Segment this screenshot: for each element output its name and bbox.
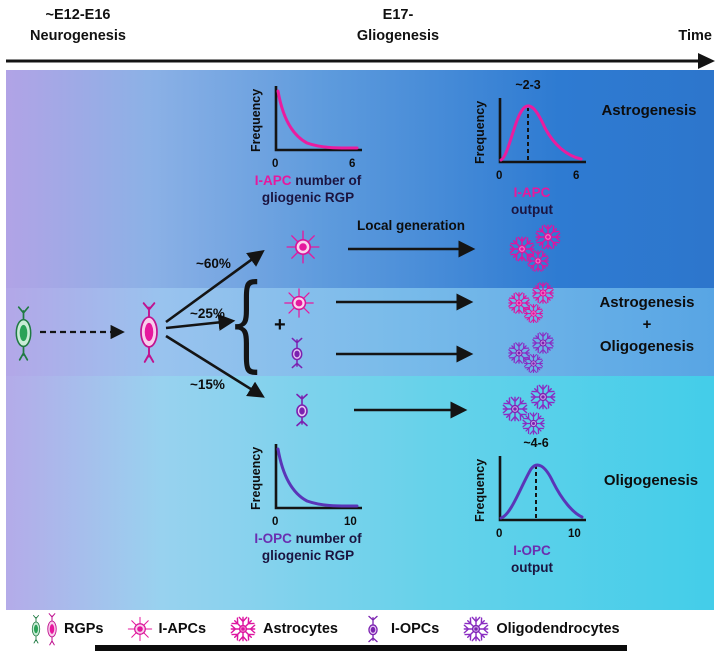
percent-bottom-label: ~15% xyxy=(190,377,225,392)
chart-xticks: 0 6 xyxy=(249,158,367,172)
legend-label: I-OPCs xyxy=(391,621,440,637)
stage-center-age: E17- xyxy=(382,7,414,23)
astrocyte-icon xyxy=(522,302,545,325)
chart-iopc-number: Frequency 0 10 I-OPC number of gliogenic… xyxy=(228,440,388,564)
iopc-icon xyxy=(286,392,318,428)
stage-center-name: Gliogenesis xyxy=(356,28,440,44)
xtick-min: 0 xyxy=(272,158,279,170)
chart-caption: I-APC number of xyxy=(254,173,362,188)
label-astro-oligo-mid: Astrogenesis + Oligogenesis xyxy=(577,292,717,358)
legend-item-oligodendrocytes: Oligodendrocytes xyxy=(461,614,620,644)
rgp-green-icon xyxy=(30,614,42,644)
label-mid-line2: Oligogenesis xyxy=(599,338,695,355)
xtick-max: 10 xyxy=(568,528,581,540)
chart-ylabel: Frequency xyxy=(249,88,263,152)
oligodendrocyte-icon xyxy=(520,410,547,437)
chart-ylabel: Frequency xyxy=(473,100,487,164)
iapc-icon xyxy=(126,615,154,643)
label-mid-plus: + xyxy=(642,316,652,333)
xtick-min: 0 xyxy=(272,516,279,528)
xtick-max: 6 xyxy=(349,158,356,170)
chart-xticks: 0 10 xyxy=(249,516,367,530)
band-astrogenesis xyxy=(6,70,714,288)
chart-plot-peak-purple xyxy=(498,456,586,522)
percent-mid-label: ~25% xyxy=(190,306,225,321)
chart-plot-decay-pink xyxy=(274,86,362,152)
legend-label: RGPs xyxy=(64,621,104,637)
stage-center-label: E17- Gliogenesis xyxy=(336,5,460,47)
chart-caption-line2: output xyxy=(511,560,553,575)
chart-caption: I-OPC xyxy=(513,543,551,558)
legend-item-rgps: RGPs xyxy=(30,612,104,646)
oligodendrocyte-icon xyxy=(461,614,491,644)
rgp-magenta-icon xyxy=(136,300,162,364)
chart-iapc-number: Frequency 0 6 I-APC number of gliogenic … xyxy=(228,82,388,206)
chart-xticks: 0 10 xyxy=(473,528,591,542)
legend-item-iapcs: I-APCs xyxy=(126,615,207,643)
chart-plot-decay-purple xyxy=(274,444,362,510)
legend: RGPs I-APCs Astrocytes I-OPCs Oligodendr… xyxy=(6,610,714,648)
oligodendrocyte-icon xyxy=(528,382,558,412)
iapc-icon xyxy=(284,228,322,266)
rgp-green-icon xyxy=(12,304,35,362)
chart-caption-line2: output xyxy=(511,202,553,217)
iapc-icon xyxy=(282,286,316,320)
iopc-icon xyxy=(360,614,386,644)
legend-label: Astrocytes xyxy=(263,621,338,637)
time-label: Time xyxy=(678,28,712,44)
chart-ylabel: Frequency xyxy=(249,446,263,510)
stage-left-label: ~E12-E16 Neurogenesis xyxy=(16,5,140,47)
legend-label: Oligodendrocytes xyxy=(496,621,620,637)
local-generation-label: Local generation xyxy=(356,218,466,233)
chart-ylabel: Frequency xyxy=(473,458,487,522)
bracket: { xyxy=(228,261,265,383)
legend-item-iopcs: I-OPCs xyxy=(360,614,439,644)
timeline-arrow xyxy=(6,53,715,69)
astrocyte-cluster-mid xyxy=(506,278,562,328)
label-oligogenesis-bottom: Oligogenesis xyxy=(603,472,699,489)
rgp-magenta-icon xyxy=(45,612,59,646)
stage-left-age: ~E12-E16 xyxy=(45,7,111,23)
label-astrogenesis-top: Astrogenesis xyxy=(601,102,697,119)
chart-caption-line2: gliogenic RGP xyxy=(261,548,355,563)
oligodendrocyte-icon xyxy=(522,352,545,375)
xtick-min: 0 xyxy=(496,528,503,540)
bottom-bar xyxy=(95,645,627,651)
astrocyte-icon xyxy=(525,248,551,274)
peak-label: ~4-6 xyxy=(523,436,549,450)
legend-label: I-APCs xyxy=(158,621,207,637)
xtick-max: 6 xyxy=(573,170,580,182)
oligodendrocyte-cluster-mid xyxy=(506,328,562,378)
chart-iapc-output: ~2-3 Frequency 0 6 I-APC output xyxy=(452,78,612,218)
chart-caption: I-APC xyxy=(513,185,551,200)
xtick-min: 0 xyxy=(496,170,503,182)
peak-label: ~2-3 xyxy=(515,78,541,92)
xtick-max: 10 xyxy=(344,516,357,528)
chart-iopc-output: ~4-6 Frequency 0 10 I-OPC output xyxy=(452,436,612,576)
plus-label: + xyxy=(274,314,286,336)
stage-left-name: Neurogenesis xyxy=(30,28,126,44)
chart-xticks: 0 6 xyxy=(473,170,591,184)
legend-item-astrocytes: Astrocytes xyxy=(228,614,338,644)
label-mid-line1: Astrogenesis xyxy=(599,294,695,311)
chart-caption: I-OPC number of xyxy=(254,531,362,546)
percent-top-label: ~60% xyxy=(196,256,231,271)
astrocyte-cluster-top xyxy=(505,220,567,278)
band-oligogenesis xyxy=(6,376,714,610)
astrocyte-icon xyxy=(228,614,258,644)
chart-caption-line2: gliogenic RGP xyxy=(261,190,355,205)
oligodendrocyte-cluster-bottom xyxy=(498,380,566,438)
iopc-icon xyxy=(282,336,312,370)
chart-plot-peak-pink xyxy=(498,98,586,164)
